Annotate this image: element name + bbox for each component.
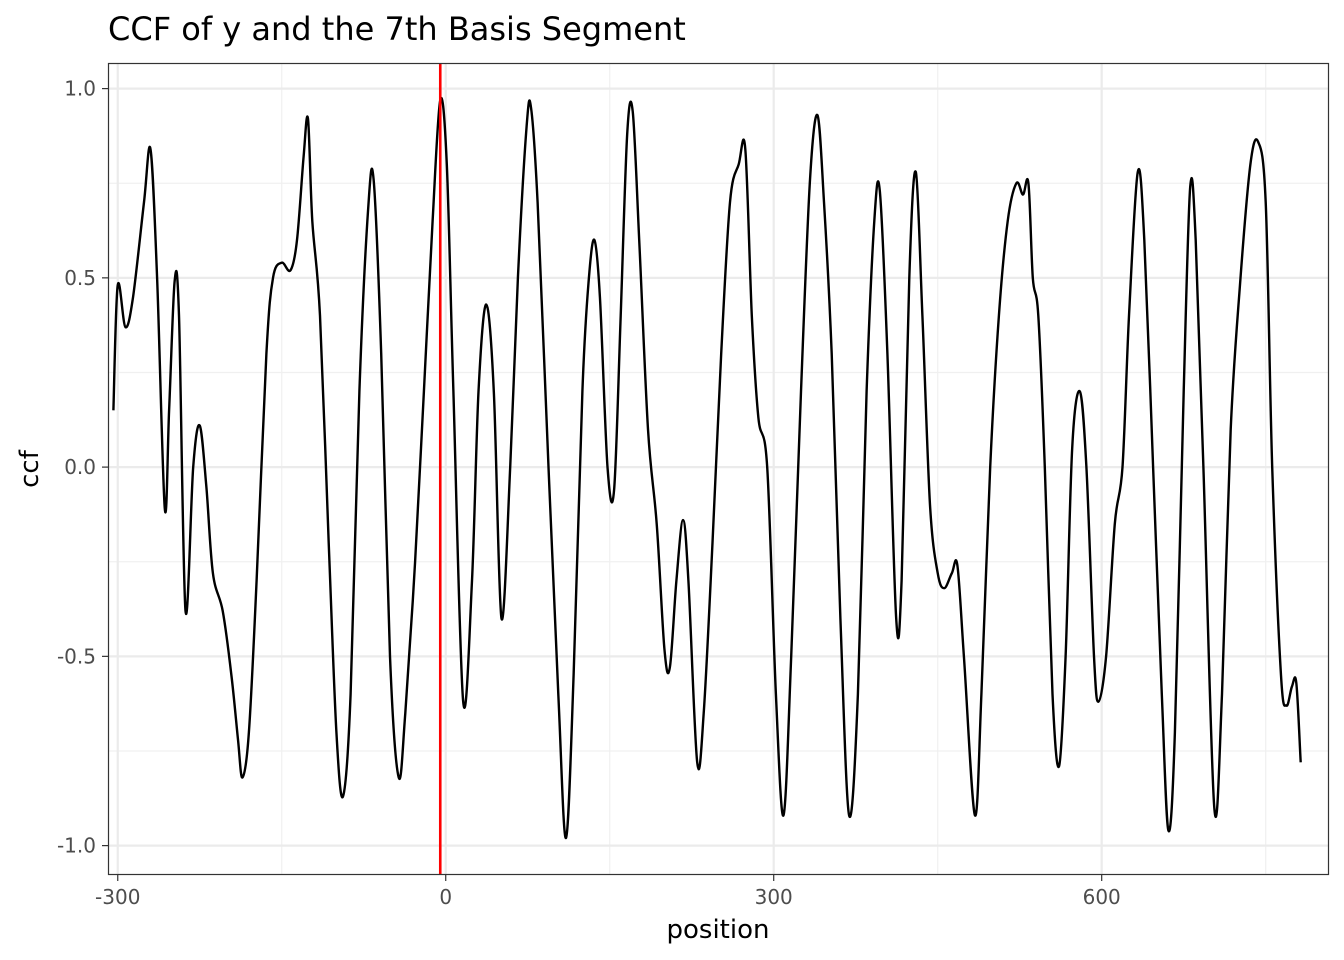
y-axis-title: ccf [15,449,45,488]
ccf-series-line [112,96,1302,840]
series-layer [112,96,1302,840]
x-tick-label: -300 [95,885,140,909]
chart-title: CCF of y and the 7th Basis Segment [108,10,686,48]
minor-gridlines [109,64,1328,874]
panel-border [107,62,1330,876]
y-tick-label: -1.0 [57,834,96,858]
x-axis-ticks: -300 0 300 600 [95,874,1121,909]
x-tick-label: 600 [1083,885,1121,909]
x-axis-title: position [667,915,770,945]
y-tick-label: 1.0 [64,77,96,101]
y-tick-label: -0.5 [57,644,96,668]
y-tick-label: 0.0 [64,455,96,479]
major-gridlines [109,64,1328,874]
y-tick-label: 0.5 [64,266,96,290]
x-tick-label: 300 [755,885,793,909]
x-tick-label: 0 [439,885,452,909]
y-axis-ticks: -1.0 -0.5 0.0 0.5 1.0 [57,77,109,858]
